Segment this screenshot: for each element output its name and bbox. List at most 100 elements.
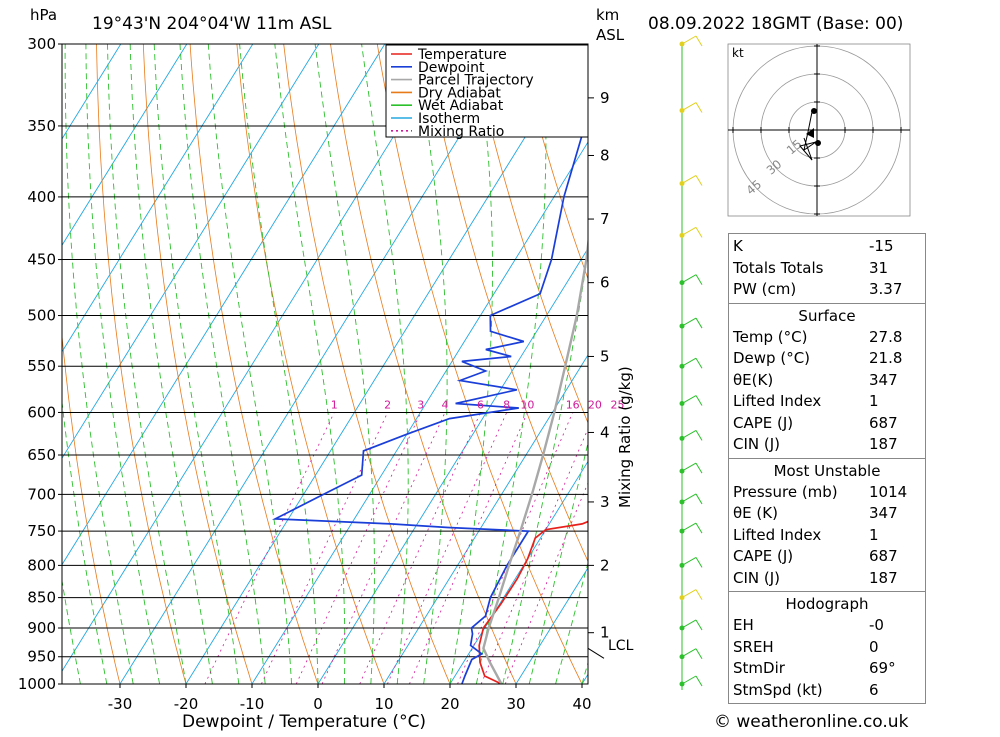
mixing-ratio-label: 1	[331, 398, 338, 411]
wind-barb	[682, 36, 696, 44]
mixing-ratio-axis-label: Mixing Ratio (g/kg)	[616, 366, 634, 508]
wind-barb-flag	[696, 620, 702, 630]
pressure-tick-label: 600	[27, 403, 56, 421]
index-surface-label: Dewp (°C)	[733, 348, 810, 370]
pressure-tick-label: 500	[27, 307, 56, 325]
asl-label: ASL	[596, 26, 625, 44]
index-surface-row: Dewp (°C)21.8	[733, 348, 921, 370]
mixing-ratio-line	[387, 413, 506, 685]
mixing-ratio-line	[360, 413, 481, 685]
mu-title: Most Unstable	[733, 461, 921, 482]
temp-tick-label: 20	[440, 695, 459, 713]
wind-barb	[682, 676, 696, 684]
wind-barb	[682, 103, 696, 111]
wind-barb-flag	[696, 557, 702, 567]
wind-barb-flag	[696, 318, 702, 328]
temp-tick-label: -30	[108, 695, 133, 713]
dry-adiabat	[284, 44, 450, 684]
pressure-tick-label: 450	[27, 251, 56, 269]
index-general-row: PW (cm)3.37	[733, 279, 921, 301]
wind-barb-flag	[696, 103, 702, 113]
index-general-label: Totals Totals	[733, 258, 823, 280]
index-mu-label: Lifted Index	[733, 525, 821, 547]
km-tick-label: 2	[600, 556, 610, 574]
dry-adiabat	[97, 44, 187, 684]
index-general-label: PW (cm)	[733, 279, 796, 301]
wind-barb	[682, 590, 696, 598]
mixing-ratio-label: 16	[566, 398, 580, 411]
km-tick-label: 5	[600, 347, 610, 365]
wind-barb-flag	[696, 463, 702, 473]
index-surface-label: θE(K)	[733, 370, 773, 392]
index-mu-label: CIN (J)	[733, 568, 780, 590]
wind-barb	[682, 494, 696, 502]
index-surface-value: 347	[869, 370, 921, 392]
dry-adiabat	[377, 44, 582, 684]
index-hodo-value: -0	[869, 615, 921, 637]
mixing-ratio-label: 8	[503, 398, 510, 411]
index-general-value: -15	[869, 236, 921, 258]
dry-adiabat	[50, 44, 120, 684]
mixing-ratio-line	[322, 413, 445, 685]
index-surface-value: 27.8	[869, 327, 921, 349]
dry-adiabat	[331, 44, 517, 684]
index-hodo-value: 0	[869, 637, 921, 659]
temp-tick-label: 40	[572, 695, 591, 713]
isotherm	[0, 44, 385, 684]
hpa-label: hPa	[30, 6, 57, 24]
surface-title: Surface	[733, 306, 921, 327]
temp-tick-label: 10	[374, 695, 393, 713]
pressure-tick-label: 300	[27, 35, 56, 53]
wet-adiabat	[529, 44, 667, 684]
isotherm	[252, 44, 649, 684]
index-hodo-row: StmSpd (kt)6	[733, 680, 921, 702]
index-mu-row: CIN (J)187	[733, 568, 921, 590]
pressure-tick-label: 950	[27, 648, 56, 666]
index-mu-row: CAPE (J)687	[733, 546, 921, 568]
hodograph-point	[815, 140, 821, 146]
index-mu-row: θE (K)347	[733, 503, 921, 525]
wind-barb	[682, 463, 696, 471]
index-hodo-label: EH	[733, 615, 754, 637]
index-mu-value: 687	[869, 546, 921, 568]
hodograph-unit: kt	[732, 46, 744, 60]
wet-adiabat	[415, 44, 447, 684]
index-mu-value: 347	[869, 503, 921, 525]
isotherm	[186, 44, 583, 684]
wet-adiabat	[154, 44, 239, 684]
wind-barb	[682, 523, 696, 531]
isotherm	[384, 44, 781, 684]
temp-tick-label: 30	[506, 695, 525, 713]
pressure-tick-label: 700	[27, 485, 56, 503]
profile-lines	[275, 44, 647, 684]
pressure-tick-label: 900	[27, 619, 56, 637]
isotherm	[0, 44, 121, 684]
mixing-ratio-label: 20	[588, 398, 602, 411]
index-surface-row: CAPE (J)687	[733, 413, 921, 435]
mixing-ratio-label: 2	[384, 398, 391, 411]
index-mu-row: Lifted Index 1	[733, 525, 921, 547]
mixing-ratio-line	[205, 413, 334, 685]
index-mu-value: 1	[869, 525, 921, 547]
mixing-ratio-line	[505, 413, 617, 685]
index-surface-row: θE(K) 347	[733, 370, 921, 392]
index-mu-row: Pressure (mb)1014	[733, 482, 921, 504]
isotherm	[54, 44, 451, 684]
index-hodo-value: 69°	[869, 658, 921, 680]
index-surface-value: 187	[869, 434, 921, 456]
dry-adiabat	[471, 44, 714, 684]
km-label: km	[596, 6, 619, 24]
pressure-tick-label: 400	[27, 188, 56, 206]
isotherm	[120, 44, 517, 684]
wind-barb	[682, 358, 696, 366]
wind-barb-flag	[696, 494, 702, 504]
wind-barb-flag	[696, 275, 702, 285]
wind-barb	[682, 227, 696, 235]
